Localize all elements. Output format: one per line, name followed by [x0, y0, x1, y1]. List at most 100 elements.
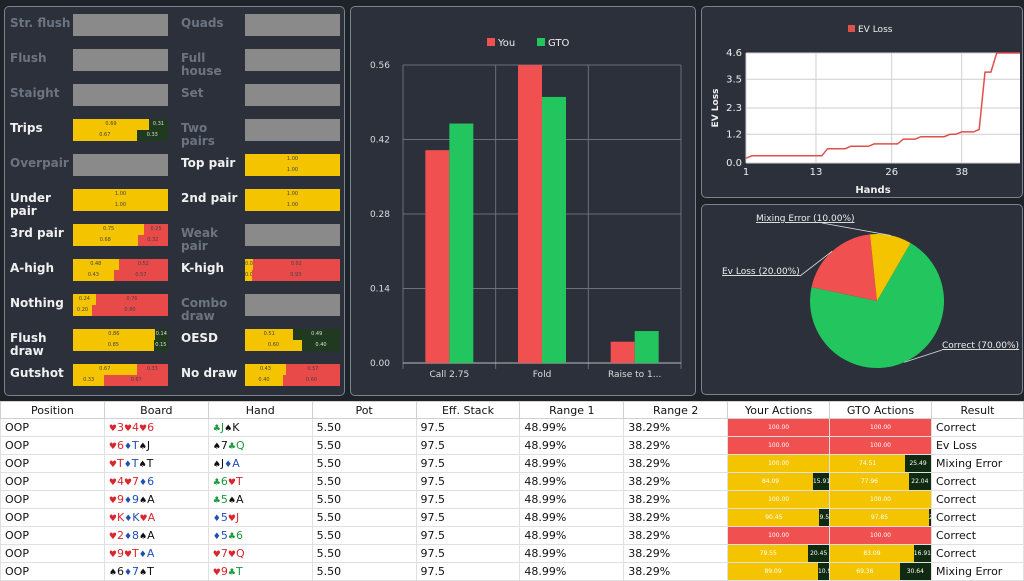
pie-slice-2	[870, 234, 911, 301]
column-header[interactable]: Position	[0, 401, 105, 419]
action-frequency-bar: 100.00	[830, 437, 931, 454]
card-rank: 9	[116, 493, 124, 506]
frequency-segment: 0.60	[283, 375, 340, 386]
column-header[interactable]: Pot	[311, 401, 417, 419]
card-rank: 7	[132, 565, 140, 578]
table-row[interactable]: OOP ♥K♦K♥A ♦5♥J 5.50 97.5 48.99% 38.29% 90.45 9.…	[0, 508, 1024, 527]
hand-category-bar: 0.51 0.49 0.60 0.40	[245, 329, 340, 351]
range2-cell: 38.29%	[623, 526, 729, 545]
action-segment: 100.00	[728, 419, 830, 436]
result-cell: Correct	[930, 544, 1024, 563]
eff-stack-cell: 97.5	[415, 472, 521, 491]
frequency-segment: 0.76	[95, 294, 168, 305]
table-row[interactable]: OOP ♠6♦7♠T ♥9♣T 5.50 97.5 48.99% 38.29% 89.09 10…	[0, 562, 1024, 581]
table-row[interactable]: OOP ♥4♥7♦6 ♣6♥T 5.50 97.5 48.99% 38.29% 84.09 15…	[0, 472, 1024, 491]
frequency-segment: 0.43	[245, 364, 286, 375]
action-segment: 9.55	[819, 509, 830, 526]
column-header[interactable]: Result	[930, 401, 1024, 419]
pot-cell: 5.50	[311, 562, 417, 581]
table-row[interactable]: OOP ♥3♥4♥6 ♣J♠K 5.50 97.5 48.99% 38.29% 100.00 1…	[0, 418, 1024, 437]
column-header[interactable]: Range 1	[519, 401, 625, 419]
action-frequency-chart-panel: You GTO 0.00 0.14 0.28 0.42 0.56 Call 2.75 Fold R…	[350, 6, 696, 396]
action-frequency-bar: 69.36 30.64	[830, 563, 931, 580]
column-header[interactable]: Hand	[207, 401, 313, 419]
position-cell: OOP	[0, 562, 105, 581]
frequency-segment: 0.68	[73, 235, 138, 246]
pie-slice-label: Mixing Error (10.00%)	[756, 214, 855, 224]
hand-category-label: Staight	[10, 86, 60, 100]
action-segment: 22.04	[908, 473, 931, 490]
eff-stack-cell: 97.5	[415, 418, 521, 437]
legend-swatch	[848, 25, 855, 32]
frequency-segment: 0.86	[73, 329, 155, 340]
card-suit: ♥	[227, 514, 236, 524]
card-rank: 9	[116, 547, 124, 560]
card: ♠T	[139, 457, 154, 470]
card-suit: ♥	[108, 424, 117, 434]
card: ♥7	[213, 547, 228, 560]
column-header[interactable]: Eff. Stack	[415, 401, 521, 419]
card-rank: 5	[220, 493, 228, 506]
pot-cell: 5.50	[311, 454, 417, 473]
gto-frequency-bar: 1.00	[245, 200, 340, 211]
range1-cell: 48.99%	[519, 418, 625, 437]
card-suit: ♥	[227, 550, 236, 560]
action-segment: 74.51	[830, 455, 906, 472]
action-frequency-chart: You GTO 0.00 0.14 0.28 0.42 0.56 Call 2.75 Fold R…	[370, 38, 682, 380]
action-frequency-bar: 100.00	[830, 419, 931, 436]
you-frequency-bar: 0.69 0.31	[73, 119, 168, 130]
frequency-segment: 0.80	[92, 305, 168, 316]
action-segment: 100.00	[830, 527, 931, 544]
x-tick-label: 13	[810, 167, 823, 178]
column-header[interactable]: Range 2	[623, 401, 729, 419]
range1-cell: 48.99%	[519, 544, 625, 563]
table-row[interactable]: OOP ♥9♥T♦A ♥7♥Q 5.50 97.5 48.99% 38.29% 79.55 20…	[0, 544, 1024, 563]
empty-bar	[245, 224, 340, 246]
card-suit: ♥	[108, 514, 117, 524]
column-header[interactable]: Your Actions	[727, 401, 831, 419]
card: ♠J	[213, 457, 224, 470]
column-header[interactable]: GTO Actions	[829, 401, 932, 419]
hands-table: Position Board Hand Pot Eff. Stack Range 1 Ran…	[0, 401, 1024, 581]
empty-bar	[73, 49, 168, 71]
card-suit: ♥	[139, 424, 148, 434]
hand-category-bar	[73, 49, 168, 71]
column-header[interactable]: Board	[103, 401, 209, 419]
gto-actions-cell: 100.00	[829, 418, 932, 437]
table-row[interactable]: OOP ♥6♦T♠J ♠7♣Q 5.50 97.5 48.99% 38.29% 100.00 1…	[0, 436, 1024, 455]
table-row[interactable]: OOP ♥9♦9♠A ♣5♠A 5.50 97.5 48.99% 38.29% 100.00 1…	[0, 490, 1024, 509]
frequency-segment: 0.57	[113, 270, 168, 281]
empty-bar	[73, 154, 168, 176]
board-cell: ♥9♦9♠A	[103, 490, 209, 509]
frequency-segment: 1.00	[245, 154, 340, 165]
table-row[interactable]: OOP ♥2♦8♠A ♦5♣6 5.50 97.5 48.99% 38.29% 100.00 1…	[0, 526, 1024, 545]
card-suit: ♥	[108, 496, 117, 506]
y-tick-label: 0.56	[370, 61, 390, 71]
board-cell: ♥4♥7♦6	[103, 472, 209, 491]
position-cell: OOP	[0, 508, 105, 527]
legend-label: EV Loss	[858, 25, 893, 35]
your-actions-cell: 79.55 20.45	[727, 544, 831, 563]
range1-cell: 48.99%	[519, 436, 625, 455]
card: ♣5	[213, 493, 228, 506]
y-tick-label: 3.5	[726, 74, 742, 85]
y-tick-label: 1.2	[726, 129, 742, 140]
hand-cell: ♠7♣Q	[207, 436, 313, 455]
hand-category-label: OESD	[181, 331, 219, 345]
card-suit: ♦	[123, 460, 132, 470]
gto-actions-cell: 69.36 30.64	[829, 562, 932, 581]
card-rank: J	[220, 421, 225, 434]
x-tick-label: 38	[955, 167, 968, 178]
range2-cell: 38.29%	[623, 562, 729, 581]
card-suit: ♦	[212, 532, 221, 542]
card: ♥T	[109, 457, 124, 470]
card: ♦6	[139, 475, 154, 488]
result-cell: Mixing Error	[930, 562, 1024, 581]
y-tick-label: 0.42	[370, 136, 390, 146]
result-pie-chart-panel: Correct (70.00%) Ev Loss (20.00%) Mixing E…	[701, 204, 1023, 395]
result-cell: Correct	[930, 490, 1024, 509]
eff-stack-cell: 97.5	[415, 562, 521, 581]
hand-category-label: Weak pair	[181, 226, 219, 253]
card-suit: ♥	[212, 568, 221, 578]
table-row[interactable]: OOP ♥T♦T♠T ♠J♦A 5.50 97.5 48.99% 38.29% 100.00 7…	[0, 454, 1024, 473]
